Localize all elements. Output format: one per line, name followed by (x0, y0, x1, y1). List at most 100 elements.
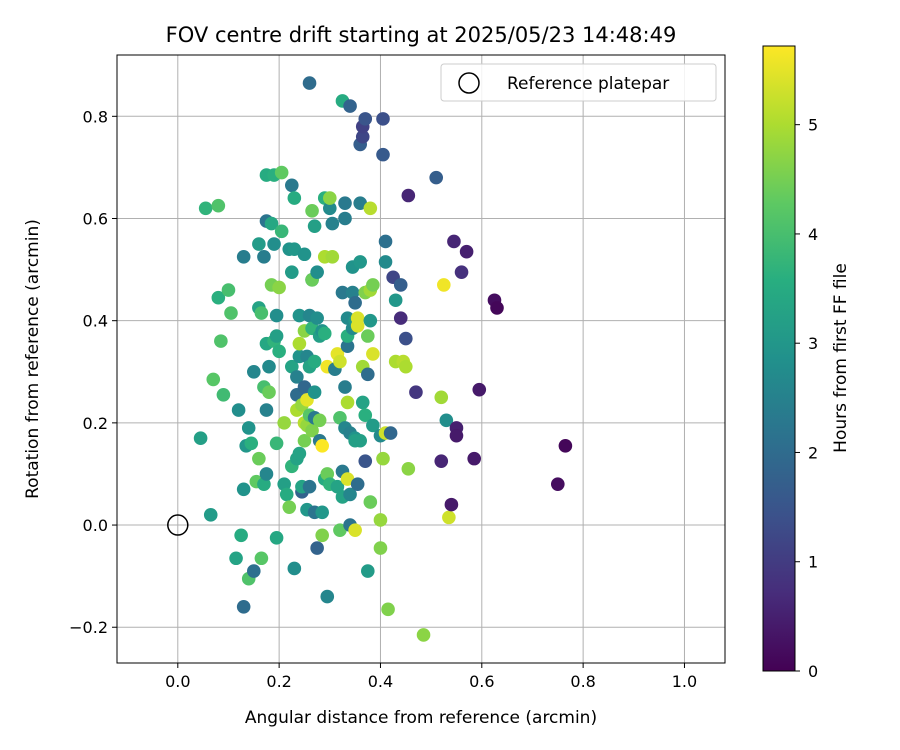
data-point (254, 551, 269, 566)
y-tick-label: 0.2 (83, 414, 108, 433)
data-point (297, 433, 312, 448)
data-point (323, 191, 337, 205)
data-point (472, 382, 487, 397)
reference-platepar-marker (167, 514, 189, 536)
data-point (340, 395, 355, 410)
data-point (254, 306, 269, 320)
colorbar-label: Hours from first FF file (831, 263, 851, 453)
data-point (269, 531, 284, 545)
x-axis-label: Angular distance from reference (arcmin) (245, 708, 597, 728)
data-point (330, 479, 345, 494)
colorbar: 0 1 2 3 4 5 Hours from first FF file (762, 45, 851, 681)
colorbar-gradient (762, 45, 796, 672)
data-point (444, 497, 459, 512)
data-point (366, 418, 380, 433)
data-point (333, 354, 347, 369)
x-tick-label: 0.2 (266, 672, 291, 691)
data-point (348, 523, 362, 537)
data-point (442, 510, 456, 525)
data-point (257, 477, 271, 491)
data-point (285, 178, 299, 193)
data-point (310, 311, 324, 325)
data-point (409, 385, 423, 400)
colorbar-tick-label: 1 (808, 553, 818, 572)
data-point (338, 211, 352, 226)
data-point (416, 628, 431, 642)
legend-box (440, 63, 717, 102)
data-point (373, 541, 388, 555)
legend-entry-reference-platepar: Reference platepar (507, 74, 669, 94)
data-point (277, 477, 292, 491)
data-point (429, 170, 444, 185)
y-tick-label: 0.8 (83, 107, 108, 126)
data-point (244, 436, 259, 451)
data-point (287, 561, 302, 576)
data-point (325, 216, 340, 231)
data-point (236, 599, 251, 614)
x-tick-label: 0.0 (165, 672, 190, 691)
data-point (302, 479, 317, 494)
data-point (366, 278, 380, 292)
data-point (216, 387, 231, 402)
data-point (353, 196, 368, 210)
data-point (467, 451, 482, 466)
data-point (355, 129, 370, 144)
data-point (439, 413, 454, 428)
data-point (366, 347, 380, 361)
data-point (259, 467, 274, 481)
data-point (323, 201, 337, 216)
colorbar-ticks: 0 1 2 3 4 5 (795, 116, 818, 681)
data-point (259, 403, 274, 417)
data-point (292, 308, 307, 323)
data-point (358, 408, 373, 423)
y-axis-label: Rotation from reference (arcmin) (23, 219, 43, 499)
data-point (376, 112, 390, 126)
data-point (285, 265, 299, 279)
data-point (312, 413, 327, 428)
data-point (252, 237, 266, 251)
data-point (287, 191, 302, 205)
data-point (399, 359, 413, 374)
data-point (454, 265, 469, 279)
data-point (378, 234, 393, 249)
data-point (361, 329, 375, 343)
data-point (325, 250, 340, 264)
data-point (315, 528, 330, 543)
data-point (234, 528, 248, 543)
data-point (353, 255, 368, 269)
colorbar-tick-label: 5 (808, 116, 818, 135)
data-point (307, 219, 322, 233)
data-point (340, 339, 355, 354)
data-point (292, 446, 307, 461)
data-point (282, 500, 297, 514)
data-point (437, 278, 451, 292)
y-tick-label: −0.2 (69, 618, 108, 637)
data-point (399, 331, 413, 346)
data-point (236, 482, 251, 497)
plot-frame (116, 54, 726, 664)
data-point (401, 188, 416, 203)
data-point (252, 451, 266, 466)
data-point (363, 495, 378, 509)
data-point (269, 308, 284, 323)
data-point (297, 247, 312, 262)
data-point (449, 428, 464, 443)
x-tick-label: 0.8 (570, 672, 595, 691)
data-point (338, 380, 352, 394)
legend-marker-icon (458, 72, 480, 94)
data-point (459, 244, 474, 259)
data-point (350, 311, 365, 325)
data-point (285, 359, 299, 374)
data-point (262, 359, 276, 374)
data-point (231, 403, 246, 417)
data-point (434, 454, 449, 468)
data-point (193, 431, 208, 445)
data-point (358, 454, 373, 468)
data-point (350, 477, 365, 491)
data-point (315, 439, 330, 453)
data-point (302, 76, 317, 90)
data-point (373, 513, 388, 527)
data-point (274, 224, 289, 239)
data-point (277, 416, 292, 430)
